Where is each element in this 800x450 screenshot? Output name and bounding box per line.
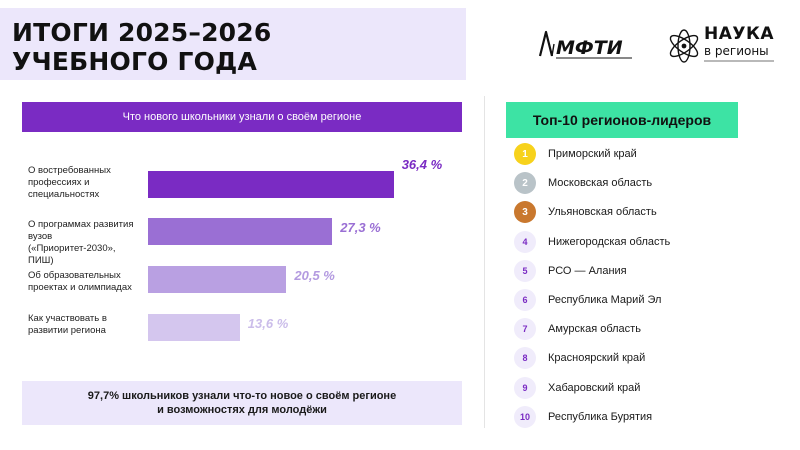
nauka-logo-tagline-line bbox=[704, 60, 774, 62]
region-item: 7 Амурская область bbox=[514, 318, 641, 341]
region-name: РСО — Алания bbox=[548, 264, 627, 277]
summary-line-2: и возможностях для молодёжи bbox=[157, 404, 327, 416]
region-item: 6 Республика Марий Эл bbox=[514, 289, 661, 311]
summary-line-1: 97,7% школьников узнали что-то новое о с… bbox=[87, 390, 397, 402]
rank-badge: 5 bbox=[514, 259, 536, 282]
region-name: Хабаровский край bbox=[548, 381, 641, 394]
region-item: 2 Московская область bbox=[514, 172, 653, 195]
nauka-logo-word-1: НАУКА bbox=[704, 24, 775, 44]
rank-badge: 7 bbox=[514, 318, 536, 341]
rank-badge: 6 bbox=[514, 289, 536, 311]
region-name: Московская область bbox=[548, 177, 653, 190]
title-block: ИТОГИ 2025–2026 УЧЕБНОГО ГОДА bbox=[0, 8, 466, 80]
bar-category-label: Об образовательных проектах и олимпиадах bbox=[28, 270, 132, 293]
rank-badge: 2 bbox=[514, 172, 536, 195]
region-name: Республика Марий Эл bbox=[548, 294, 662, 306]
bar bbox=[148, 218, 333, 245]
region-name: Нижегородская область bbox=[548, 235, 671, 248]
region-item: 10 Республика Бурятия bbox=[514, 405, 653, 428]
bar-value-label: 13,6 % bbox=[247, 316, 289, 331]
rank-badge: 4 bbox=[514, 230, 536, 253]
region-item: 9 Хабаровский край bbox=[514, 376, 641, 399]
mfti-logo-text: МФТИ bbox=[556, 37, 623, 59]
region-name: Ульяновская область bbox=[548, 206, 657, 219]
bar-value-label: 36,4 % bbox=[401, 157, 443, 172]
column-divider bbox=[484, 96, 485, 428]
summary-box: 97,7% школьников узнали что-то новое о с… bbox=[22, 381, 462, 425]
region-item: 3 Ульяновская область bbox=[514, 201, 657, 224]
rank-badge: 10 bbox=[514, 405, 536, 428]
page-title-line-1: ИТОГИ 2025–2026 bbox=[12, 18, 272, 47]
page-title-line-2: УЧЕБНОГО ГОДА bbox=[12, 47, 258, 76]
region-name: Республика Бурятия bbox=[548, 410, 653, 423]
rank-badge: 9 bbox=[514, 376, 536, 399]
region-item: 4 Нижегородская область bbox=[514, 230, 671, 253]
region-name: Амурская область bbox=[548, 323, 641, 336]
region-item: 5 РСО — Алания bbox=[514, 259, 627, 282]
bar-value-label: 20,5 % bbox=[294, 268, 335, 283]
atom-icon bbox=[669, 29, 699, 63]
chart-title: Что нового школьники узнали о своём реги… bbox=[22, 102, 462, 132]
rank-badge: 1 bbox=[514, 143, 536, 165]
mfti-logo-icon: МФТИ bbox=[538, 30, 632, 59]
bar-category-label: О востребованных профессиях и специально… bbox=[28, 165, 111, 200]
region-item: 1 Приморский край bbox=[514, 143, 637, 165]
bar bbox=[148, 266, 287, 293]
nauka-logo: НАУКА в регионы bbox=[666, 24, 776, 68]
region-name: Красноярский край bbox=[548, 352, 646, 365]
region-item: 8 Красноярский край bbox=[514, 347, 646, 370]
rank-badge: 3 bbox=[514, 201, 536, 224]
region-name: Приморский край bbox=[548, 148, 637, 160]
bar-value-label: 27,3 % bbox=[340, 220, 381, 235]
rank-badge: 8 bbox=[514, 347, 536, 370]
bar-category-label: О программах развития вузов («Приоритет-… bbox=[28, 219, 134, 266]
bar-category-label: Как участвовать в развитии региона bbox=[28, 313, 107, 336]
nauka-logo-word-2: в регионы bbox=[704, 44, 769, 58]
bar bbox=[148, 314, 240, 341]
top-regions-title: Топ-10 регионов-лидеров bbox=[506, 102, 738, 138]
mfti-logo: МФТИ bbox=[536, 26, 636, 64]
bar bbox=[148, 171, 394, 198]
